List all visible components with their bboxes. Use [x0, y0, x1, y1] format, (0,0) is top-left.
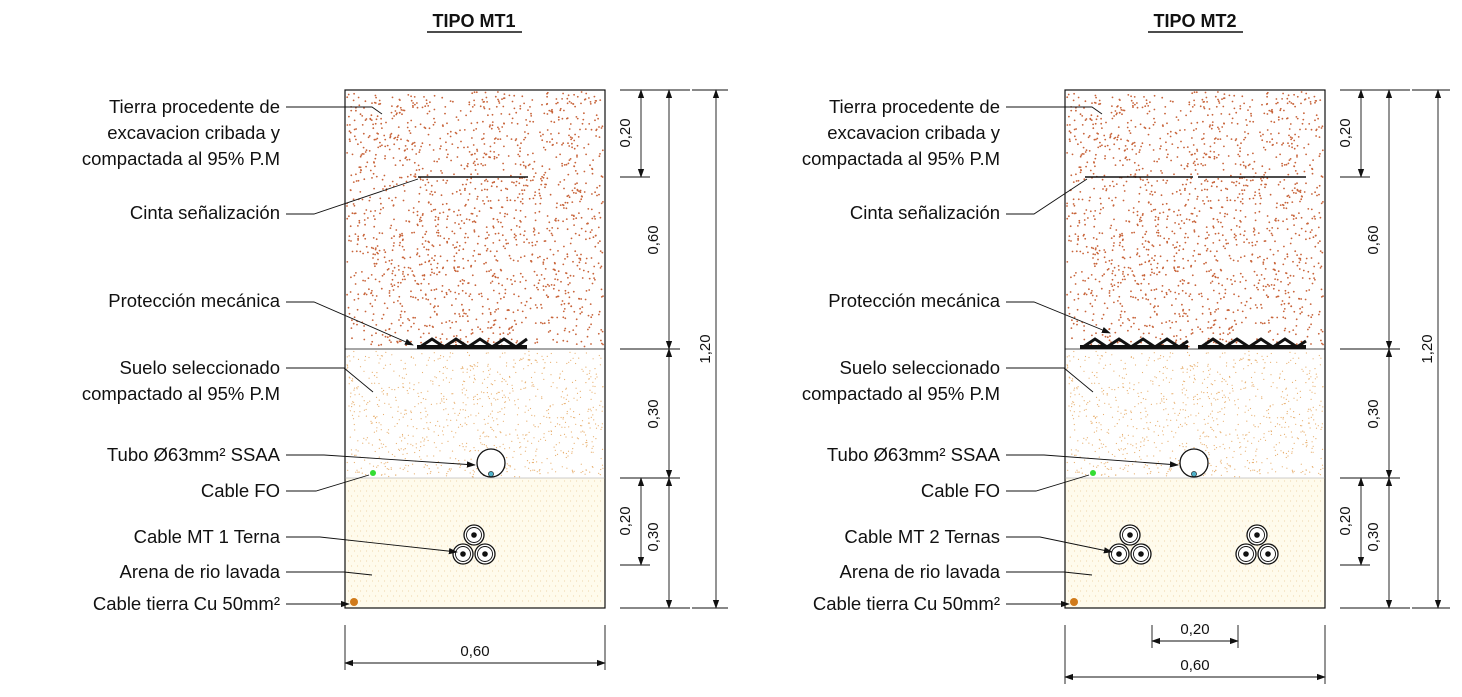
- earth-cu-cable: [350, 598, 358, 606]
- dim-label: 0,30: [645, 399, 662, 428]
- label-tierra-cu: Cable tierra Cu 50mm²: [93, 593, 280, 614]
- dim-label: 0,60: [1365, 225, 1382, 254]
- dim-label: 1,20: [697, 334, 714, 363]
- leader-line: [1006, 571, 1093, 576]
- section-title: TIPO MT1: [432, 11, 515, 31]
- label-fo: Cable FO: [921, 480, 1000, 501]
- dim-label: 0,20: [1337, 506, 1354, 535]
- svg-text:compactada al 95% P.M: compactada al 95% P.M: [82, 148, 280, 169]
- leader-line: [1006, 367, 1094, 393]
- label-tierra-cu: Cable tierra Cu 50mm²: [813, 593, 1000, 614]
- label-tubo: Tubo Ø63mm² SSAA: [107, 444, 281, 465]
- dimension-chain-depths: [620, 89, 690, 609]
- label-fo: Cable FO: [201, 480, 280, 501]
- leader-line: [286, 454, 476, 468]
- svg-text:compactado al 95% P.M: compactado al 95% P.M: [82, 383, 280, 404]
- label-cable-mt: Cable MT 2 Ternas: [844, 526, 1000, 547]
- layer-tierra-excavacion: [346, 91, 604, 348]
- section-title: TIPO MT2: [1153, 11, 1236, 31]
- mechanical-protection: [1080, 337, 1307, 349]
- dim-label-width: 0,60: [1180, 657, 1209, 674]
- leader-line: [1006, 106, 1103, 115]
- dim-label-spacing: 0,20: [1180, 621, 1209, 638]
- dim-label-width: 0,60: [460, 643, 489, 660]
- dimension-width: [344, 625, 606, 670]
- leader-line: [286, 536, 458, 555]
- leader-line: [286, 571, 373, 576]
- svg-text:excavacion cribada y: excavacion cribada y: [107, 122, 281, 143]
- label-cinta: Cinta señalización: [130, 202, 280, 223]
- leader-line: [286, 474, 370, 492]
- dim-label: 0,20: [1337, 118, 1354, 147]
- tube-ssaa: [476, 448, 506, 478]
- label-tierra: Tierra procedente de excavacion cribada …: [802, 96, 1001, 169]
- fiber-optic-cable: [1090, 470, 1096, 476]
- leader-line: [286, 178, 419, 215]
- svg-text:Suelo seleccionado: Suelo seleccionado: [120, 357, 280, 378]
- dimension-chain-depths: [1340, 89, 1410, 609]
- dim-label: 0,20: [617, 118, 634, 147]
- svg-text:Tierra procedente de: Tierra procedente de: [109, 96, 280, 117]
- layer-suelo-seleccionado: [346, 350, 604, 478]
- leader-line: [286, 106, 383, 115]
- label-arena: Arena de rio lavada: [120, 561, 281, 582]
- leader-line: [286, 301, 414, 346]
- dim-label: 0,30: [1365, 399, 1382, 428]
- label-suelo: Suelo seleccionado compactado al 95% P.M: [82, 357, 280, 404]
- label-tubo: Tubo Ø63mm² SSAA: [827, 444, 1001, 465]
- dimension-width: [1064, 625, 1326, 684]
- label-proteccion: Protección mecánica: [108, 290, 280, 311]
- leader-line: [1006, 474, 1090, 492]
- layer-arena-rio: [1065, 478, 1325, 608]
- dim-label: 0,30: [1365, 522, 1382, 551]
- mechanical-protection: [417, 337, 528, 349]
- layer-suelo-seleccionado: [1066, 350, 1324, 478]
- label-suelo: Suelo seleccionado compactado al 95% P.M: [802, 357, 1000, 404]
- fiber-optic-cable: [370, 470, 376, 476]
- tube-ssaa: [1179, 448, 1209, 478]
- label-cable-mt: Cable MT 1 Terna: [134, 526, 281, 547]
- section-mt1: TIPO MT1: [82, 11, 728, 670]
- dimension-spacing: [1151, 625, 1239, 648]
- mt-cable-trefoil: [1235, 524, 1279, 565]
- dim-label: 0,60: [645, 225, 662, 254]
- label-arena: Arena de rio lavada: [840, 561, 1001, 582]
- leader-line: [286, 367, 374, 393]
- dim-label: 1,20: [1419, 334, 1436, 363]
- leader-line: [1006, 301, 1111, 334]
- dimension-total-depth: [1412, 89, 1450, 609]
- leader-line: [1006, 536, 1113, 554]
- section-mt2: TIPO MT2: [802, 11, 1450, 684]
- label-cinta: Cinta señalización: [850, 202, 1000, 223]
- mt-cable-trefoil: [452, 524, 496, 565]
- earth-cu-cable: [1070, 598, 1078, 606]
- dimension-total-depth: [692, 89, 728, 609]
- leader-line: [1006, 454, 1179, 468]
- dim-label: 0,30: [645, 522, 662, 551]
- dim-label: 0,20: [617, 506, 634, 535]
- label-proteccion: Protección mecánica: [828, 290, 1000, 311]
- label-tierra: Tierra procedente de excavacion cribada …: [82, 96, 281, 169]
- layer-tierra-excavacion: [1066, 91, 1324, 348]
- leader-line: [1006, 178, 1088, 215]
- mt-cable-trefoil: [1108, 524, 1152, 565]
